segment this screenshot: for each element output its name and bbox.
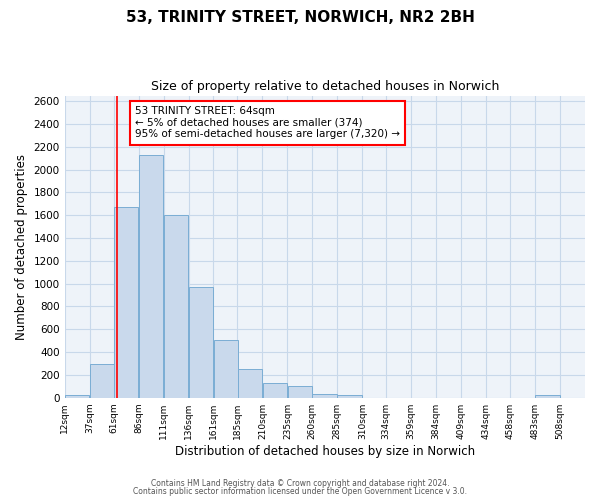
Bar — [114, 208, 139, 398]
Bar — [287, 386, 312, 398]
Text: 53 TRINITY STREET: 64sqm
← 5% of detached houses are smaller (374)
95% of semi-d: 53 TRINITY STREET: 64sqm ← 5% of detache… — [135, 106, 400, 140]
Title: Size of property relative to detached houses in Norwich: Size of property relative to detached ho… — [151, 80, 499, 93]
Bar — [164, 216, 188, 398]
Bar — [535, 396, 560, 398]
Bar — [214, 340, 238, 398]
Bar — [139, 155, 163, 398]
Bar — [337, 396, 362, 398]
Text: 53, TRINITY STREET, NORWICH, NR2 2BH: 53, TRINITY STREET, NORWICH, NR2 2BH — [125, 10, 475, 25]
Bar — [263, 384, 287, 398]
X-axis label: Distribution of detached houses by size in Norwich: Distribution of detached houses by size … — [175, 444, 475, 458]
Text: Contains HM Land Registry data © Crown copyright and database right 2024.: Contains HM Land Registry data © Crown c… — [151, 478, 449, 488]
Bar — [90, 364, 115, 398]
Bar — [65, 396, 89, 398]
Bar — [313, 394, 337, 398]
Text: Contains public sector information licensed under the Open Government Licence v : Contains public sector information licen… — [133, 487, 467, 496]
Bar — [188, 287, 214, 398]
Bar — [238, 368, 262, 398]
Y-axis label: Number of detached properties: Number of detached properties — [15, 154, 28, 340]
